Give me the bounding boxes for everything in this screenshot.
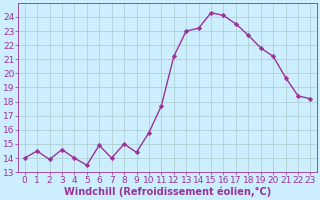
X-axis label: Windchill (Refroidissement éolien,°C): Windchill (Refroidissement éolien,°C)	[64, 187, 271, 197]
